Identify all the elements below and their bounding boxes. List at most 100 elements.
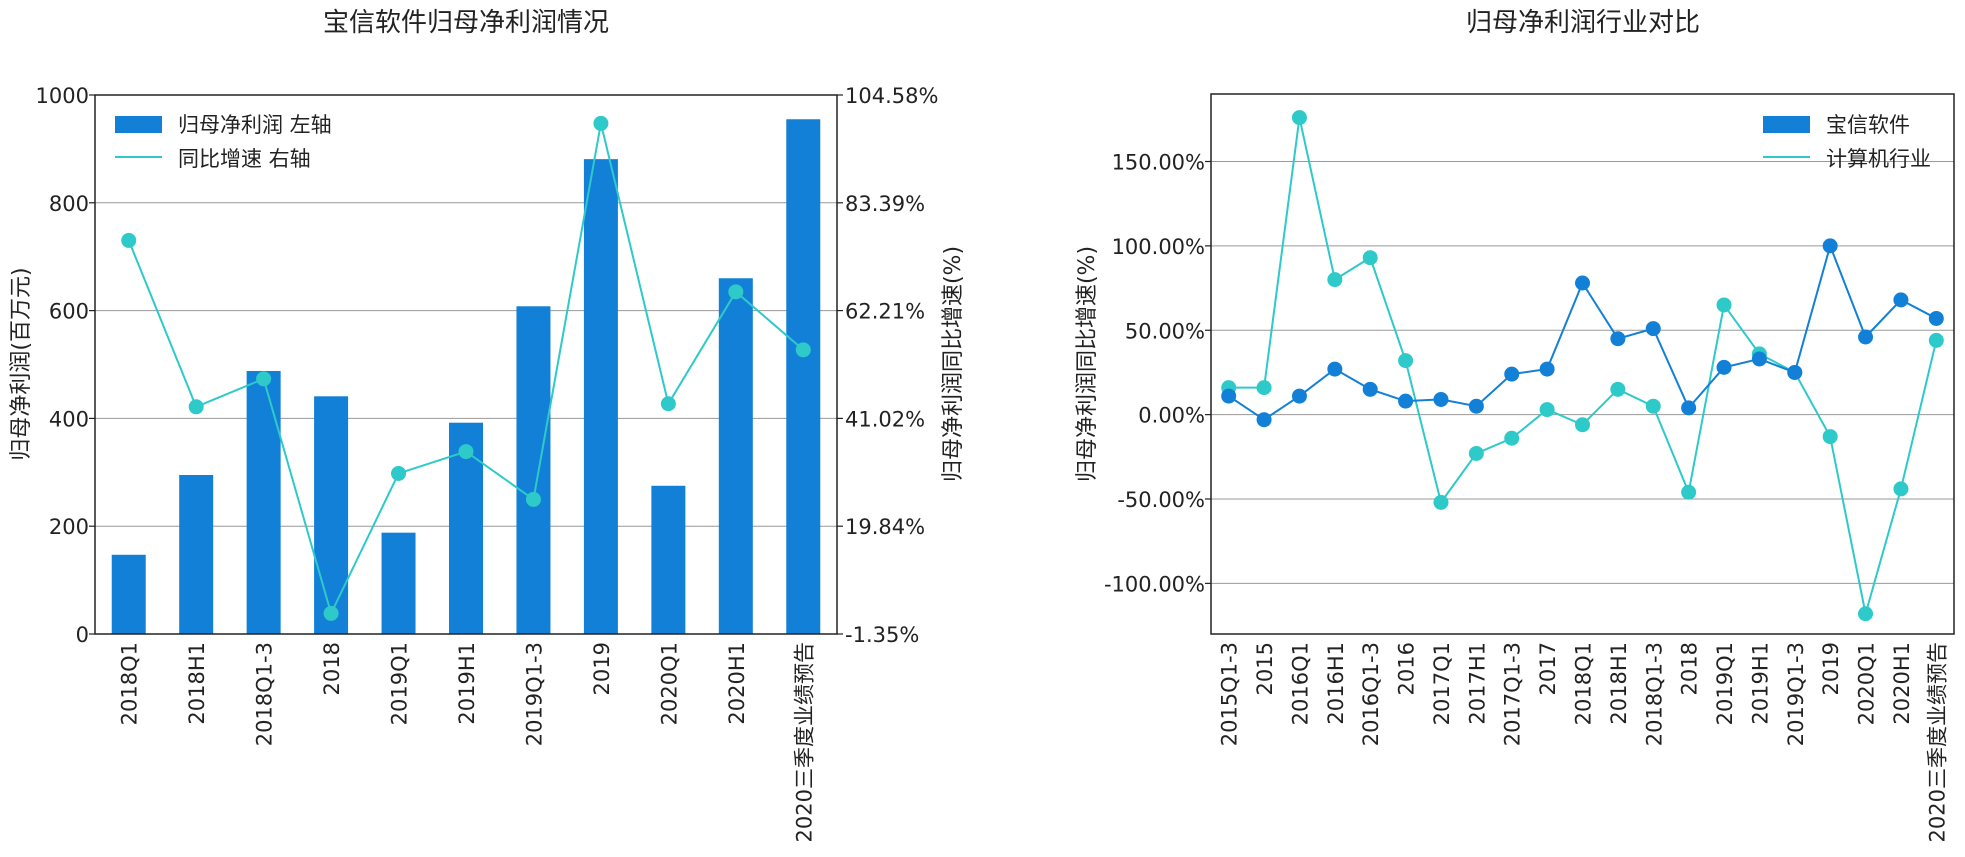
baoxin-point bbox=[1398, 393, 1414, 409]
growth-point bbox=[391, 465, 407, 481]
right-chart-y-axis-label: 归母净利润同比增速(%) bbox=[1075, 246, 1100, 482]
left-chart-x-axis: 2018Q1 2018H1 2018Q1-3 2018 2019Q1 2019H1 2019… bbox=[118, 642, 817, 842]
industry-point bbox=[1504, 430, 1520, 446]
x-tick-label: 2018Q1-3 bbox=[253, 642, 277, 746]
baoxin-point bbox=[1504, 366, 1520, 382]
baoxin-point bbox=[1787, 364, 1803, 380]
baoxin-point bbox=[1327, 361, 1343, 377]
growth-point bbox=[458, 444, 474, 460]
left-chart-line bbox=[121, 115, 811, 621]
x-tick-label: 2018Q1-3 bbox=[1642, 642, 1666, 746]
left-y-tick-label: 800 bbox=[49, 192, 89, 216]
industry-point bbox=[1858, 606, 1874, 622]
industry-point bbox=[1893, 481, 1909, 497]
industry-point bbox=[1928, 332, 1944, 348]
x-tick-label: 2019 bbox=[1819, 642, 1843, 695]
x-tick-label: 2018 bbox=[320, 642, 344, 695]
legend-swatch-baoxin bbox=[1763, 116, 1810, 133]
left-chart-bars bbox=[111, 119, 821, 635]
baoxin-point bbox=[1716, 359, 1732, 375]
bar bbox=[381, 532, 416, 634]
industry-point bbox=[1539, 402, 1555, 418]
x-tick-label: 2015Q1-3 bbox=[1218, 642, 1242, 746]
left-y-tick-label: 0 bbox=[76, 623, 89, 647]
y-tick-label: 150.00% bbox=[1112, 151, 1205, 175]
x-tick-label: 2020H1 bbox=[1890, 642, 1914, 725]
growth-point bbox=[256, 371, 272, 387]
bar bbox=[179, 474, 214, 634]
industry-point bbox=[1610, 381, 1626, 397]
x-tick-label: 2018 bbox=[1678, 642, 1702, 695]
x-tick-label: 2019 bbox=[590, 642, 614, 695]
x-tick-label: 2019Q1 bbox=[1713, 642, 1737, 725]
right-chart-x-axis: 2015Q1-3 2015 2016Q1 2016H1 2016Q1-3 2016 2017… bbox=[1218, 642, 1950, 842]
industry-point bbox=[1681, 484, 1697, 500]
growth-point bbox=[795, 342, 811, 358]
x-tick-label: 2018Q1 bbox=[1572, 642, 1596, 725]
baoxin-point bbox=[1858, 329, 1874, 345]
growth-point bbox=[121, 232, 137, 248]
x-tick-label: 2018H1 bbox=[185, 642, 209, 725]
right-y-tick-label: 41.02% bbox=[845, 407, 925, 431]
industry-point bbox=[1822, 429, 1838, 445]
right-chart: 归母净利润行业对比 150.00% 100.00% 50.00% 0.00% -50.0… bbox=[1075, 8, 1955, 842]
legend-swatch-bar bbox=[115, 116, 162, 133]
baoxin-point bbox=[1539, 361, 1555, 377]
x-tick-label: 2020三季度业绩预告 bbox=[792, 642, 816, 842]
industry-point bbox=[1291, 110, 1307, 126]
x-tick-label: 2019Q1 bbox=[388, 642, 412, 725]
legend-label-industry: 计算机行业 bbox=[1826, 147, 1931, 171]
baoxin-point bbox=[1291, 388, 1307, 404]
left-chart-left-axis-label: 归母净利润(百万元) bbox=[9, 267, 34, 460]
baoxin-point bbox=[1575, 275, 1590, 291]
baoxin-point bbox=[1256, 412, 1272, 428]
growth-point bbox=[728, 284, 744, 300]
bar bbox=[651, 485, 686, 634]
y-tick-label: -50.00% bbox=[1117, 488, 1205, 512]
right-y-tick-label: 83.39% bbox=[845, 192, 925, 216]
growth-point bbox=[323, 605, 339, 621]
baoxin-point bbox=[1468, 398, 1484, 414]
industry-point bbox=[1327, 272, 1343, 288]
left-chart-right-axis-label: 归母净利润同比增速(%) bbox=[941, 246, 966, 482]
industry-point bbox=[1256, 380, 1272, 396]
baoxin-point bbox=[1362, 381, 1378, 397]
right-y-tick-label: 104.58% bbox=[845, 84, 938, 108]
industry-point bbox=[1362, 250, 1378, 266]
x-tick-label: 2017 bbox=[1536, 642, 1560, 695]
bar bbox=[246, 370, 281, 634]
industry-point bbox=[1575, 417, 1590, 433]
x-tick-label: 2019Q1-3 bbox=[1784, 642, 1808, 746]
left-chart-frame bbox=[94, 94, 838, 635]
right-chart-grid bbox=[1211, 161, 1954, 584]
x-tick-label: 2016H1 bbox=[1324, 642, 1348, 725]
baoxin-point bbox=[1433, 391, 1449, 407]
growth-point bbox=[660, 396, 676, 412]
x-tick-label: 2020H1 bbox=[725, 642, 749, 725]
growth-point bbox=[593, 115, 609, 131]
industry-point bbox=[1645, 398, 1661, 414]
x-tick-label: 2017Q1 bbox=[1430, 642, 1454, 725]
bar bbox=[718, 278, 753, 634]
y-tick-label: 0.00% bbox=[1138, 404, 1205, 428]
left-y-tick-label: 400 bbox=[49, 407, 89, 431]
y-tick-label: -100.00% bbox=[1104, 572, 1205, 596]
bar bbox=[583, 159, 618, 635]
x-tick-label: 2016 bbox=[1395, 642, 1419, 695]
baoxin-point bbox=[1645, 321, 1661, 337]
growth-point bbox=[188, 399, 204, 415]
y-tick-label: 50.00% bbox=[1125, 319, 1205, 343]
industry-point bbox=[1398, 353, 1414, 369]
x-tick-label: 2018H1 bbox=[1607, 642, 1631, 725]
baoxin-point bbox=[1893, 292, 1909, 308]
x-tick-label: 2019H1 bbox=[455, 642, 479, 725]
industry-point bbox=[1716, 297, 1732, 313]
x-tick-label: 2016Q1-3 bbox=[1359, 642, 1383, 746]
baoxin-point bbox=[1221, 388, 1237, 404]
industry-point bbox=[1433, 494, 1449, 510]
baoxin-point bbox=[1822, 238, 1838, 254]
x-tick-label: 2015 bbox=[1253, 642, 1277, 695]
right-y-tick-label: 19.84% bbox=[845, 515, 925, 539]
baoxin-line bbox=[1228, 242, 1937, 421]
right-y-tick-label: 62.21% bbox=[845, 300, 925, 324]
